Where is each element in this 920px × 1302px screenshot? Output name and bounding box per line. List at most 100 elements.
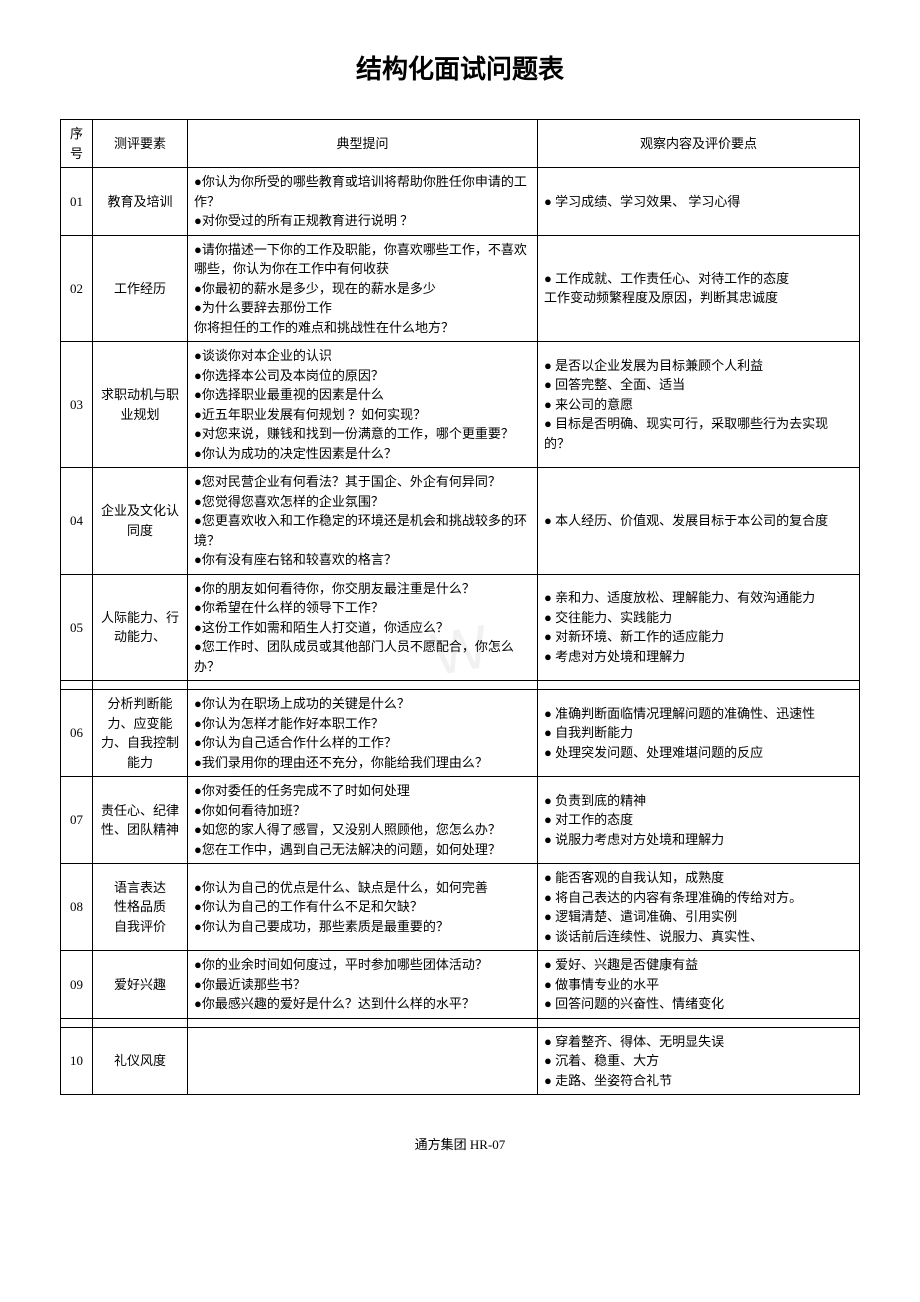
line-item: ●你最感兴趣的爱好是什么？达到什么样的水平？: [194, 994, 531, 1014]
seq-cell: 08: [61, 864, 93, 951]
seq-cell: 05: [61, 574, 93, 681]
line-item: ● 考虑对方处境和理解力: [544, 647, 853, 667]
line-item: ● 对新环境、新工作的适应能力: [544, 627, 853, 647]
eval-cell: ● 能否客观的自我认知，成熟度● 将自己表达的内容有条理准确的传给对方。● 逻辑…: [538, 864, 860, 951]
element-cell: 人际能力、行动能力、: [93, 574, 188, 681]
question-cell: ●你的朋友如何看待你，你交朋友最注重是什么？●你希望在什么样的领导下工作？●这份…: [188, 574, 538, 681]
line-item: ● 准确判断面临情况理解问题的准确性、迅速性: [544, 704, 853, 724]
question-cell: ●请你描述一下你的工作及职能，你喜欢哪些工作，不喜欢哪些，你认为你在工作中有何收…: [188, 235, 538, 342]
line-item: ●你最近读那些书？: [194, 975, 531, 995]
line-item: ●您对民营企业有何看法？其于国企、外企有何异同？: [194, 472, 531, 492]
page-title: 结构化面试问题表: [60, 50, 860, 89]
eval-cell: ● 本人经历、价值观、发展目标于本公司的复合度: [538, 468, 860, 575]
line-item: ● 谈话前后连续性、说服力、真实性、: [544, 927, 853, 947]
element-cell: 企业及文化认同度: [93, 468, 188, 575]
line-item: ●请你描述一下你的工作及职能，你喜欢哪些工作，不喜欢哪些，你认为你在工作中有何收…: [194, 240, 531, 279]
line-item: ●您觉得您喜欢怎样的企业氛围？: [194, 492, 531, 512]
table-row: 05人际能力、行动能力、●你的朋友如何看待你，你交朋友最注重是什么？●你希望在什…: [61, 574, 860, 681]
spacer-row: [61, 1018, 860, 1027]
line-item: ●你最初的薪水是多少，现在的薪水是多少: [194, 279, 531, 299]
element-cell: 爱好兴趣: [93, 951, 188, 1019]
seq-cell: 02: [61, 235, 93, 342]
line-item: ●谈谈你对本企业的认识: [194, 346, 531, 366]
eval-cell: ● 是否以企业发展为目标兼顾个人利益● 回答完整、全面、适当● 来公司的意愿● …: [538, 342, 860, 468]
question-cell: [188, 1027, 538, 1095]
line-item: ● 自我判断能力: [544, 723, 853, 743]
table-row: 09爱好兴趣●你的业余时间如何度过，平时参加哪些团体活动？●你最近读那些书？●你…: [61, 951, 860, 1019]
line-item: ●你认为成功的决定性因素是什么？: [194, 444, 531, 464]
line-item: ● 回答问题的兴奋性、情绪变化: [544, 994, 853, 1014]
element-cell: 分析判断能力、应变能力、自我控制能力: [93, 690, 188, 777]
table-row: 04企业及文化认同度 ●您对民营企业有何看法？其于国企、外企有何异同？●您觉得您喜…: [61, 468, 860, 575]
seq-cell: 01: [61, 168, 93, 236]
line-item: ●我们录用你的理由还不充分，你能给我们理由么？: [194, 753, 531, 773]
line-item: ● 是否以企业发展为目标兼顾个人利益: [544, 356, 853, 376]
line-item: ●这份工作如需和陌生人打交道，你适应么？: [194, 618, 531, 638]
line-item: ● 交往能力、实践能力: [544, 608, 853, 628]
question-cell: ●你认为你所受的哪些教育或培训将帮助你胜任你申请的工作？●对你受过的所有正规教育…: [188, 168, 538, 236]
line-item: ●为什么要辞去那份工作: [194, 298, 531, 318]
line-item: ● 将自己表达的内容有条理准确的传给对方。: [544, 888, 853, 908]
eval-cell: ● 爱好、兴趣是否健康有益● 做事情专业的水平● 回答问题的兴奋性、情绪变化: [538, 951, 860, 1019]
line-item: ● 负责到底的精神: [544, 791, 853, 811]
line-item: ●对您来说，赚钱和找到一份满意的工作，哪个更重要？: [194, 424, 531, 444]
line-item: ●你认为怎样才能作好本职工作？: [194, 714, 531, 734]
line-item: ● 穿着整齐、得体、无明显失误: [544, 1032, 853, 1052]
line-item: ●你认为自己适合作什么样的工作？: [194, 733, 531, 753]
line-item: ●你认为自己的工作有什么不足和欠缺？: [194, 897, 531, 917]
seq-cell: 04: [61, 468, 93, 575]
line-item: ● 能否客观的自我认知，成熟度: [544, 868, 853, 888]
interview-table: 序号 测评要素 典型提问 观察内容及评价要点 01教育及培训●你认为你所受的哪些…: [60, 119, 860, 1095]
seq-cell: 10: [61, 1027, 93, 1095]
line-item: ● 学习成绩、学习效果、 学习心得: [544, 192, 853, 212]
line-item: ● 逻辑清楚、遣词准确、引用实例: [544, 907, 853, 927]
question-cell: ●你认为在职场上成功的关键是什么？●你认为怎样才能作好本职工作？●你认为自己适合…: [188, 690, 538, 777]
table-row: 01教育及培训●你认为你所受的哪些教育或培训将帮助你胜任你申请的工作？●对你受过…: [61, 168, 860, 236]
question-cell: ●你认为自己的优点是什么、缺点是什么，如何完善●你认为自己的工作有什么不足和欠缺…: [188, 864, 538, 951]
eval-cell: ● 学习成绩、学习效果、 学习心得: [538, 168, 860, 236]
element-cell: 礼仪风度: [93, 1027, 188, 1095]
element-cell: 教育及培训: [93, 168, 188, 236]
line-item: ● 爱好、兴趣是否健康有益: [544, 955, 853, 975]
line-item: ● 回答完整、全面、适当: [544, 375, 853, 395]
eval-cell: ● 准确判断面临情况理解问题的准确性、迅速性● 自我判断能力● 处理突发问题、处…: [538, 690, 860, 777]
line-item: ● 处理突发问题、处理难堪问题的反应: [544, 743, 853, 763]
line-item: ●你对委任的任务完成不了时如何处理: [194, 781, 531, 801]
table-row: 03求职动机与职业规划●谈谈你对本企业的认识●你选择本公司及本岗位的原因？●你选…: [61, 342, 860, 468]
line-item: ● 做事情专业的水平: [544, 975, 853, 995]
table-row: 02工作经历●请你描述一下你的工作及职能，你喜欢哪些工作，不喜欢哪些，你认为你在…: [61, 235, 860, 342]
line-item: ●您工作时、团队成员或其他部门人员不愿配合，你怎么办？: [194, 637, 531, 676]
header-row: 序号 测评要素 典型提问 观察内容及评价要点: [61, 120, 860, 168]
question-cell: ●谈谈你对本企业的认识●你选择本公司及本岗位的原因？●你选择职业最重视的因素是什…: [188, 342, 538, 468]
eval-cell: ● 工作成就、工作责任心、对待工作的态度工作变动频繁程度及原因，判断其忠诚度: [538, 235, 860, 342]
line-item: ●你选择本公司及本岗位的原因？: [194, 366, 531, 386]
line-item: ●你认为自己要成功，那些素质是最重要的？: [194, 917, 531, 937]
header-seq: 序号: [61, 120, 93, 168]
eval-cell: ● 负责到底的精神● 对工作的态度● 说服力考虑对方处境和理解力: [538, 777, 860, 864]
line-item: ● 对工作的态度: [544, 810, 853, 830]
header-eval: 观察内容及评价要点: [538, 120, 860, 168]
line-item: ●你认为你所受的哪些教育或培训将帮助你胜任你申请的工作？: [194, 172, 531, 211]
eval-cell: ● 亲和力、适度放松、理解能力、有效沟通能力● 交往能力、实践能力● 对新环境、…: [538, 574, 860, 681]
line-item: ● 工作成就、工作责任心、对待工作的态度: [544, 269, 853, 289]
line-item: ● 来公司的意愿: [544, 395, 853, 415]
line-item: ●您更喜欢收入和工作稳定的环境还是机会和挑战较多的环境？: [194, 511, 531, 550]
line-item: ● 说服力考虑对方处境和理解力: [544, 830, 853, 850]
element-cell: 求职动机与职业规划: [93, 342, 188, 468]
line-item: ●您在工作中，遇到自己无法解决的问题，如何处理？: [194, 840, 531, 860]
line-item: ●你希望在什么样的领导下工作？: [194, 598, 531, 618]
line-item: ●你选择职业最重视的因素是什么: [194, 385, 531, 405]
table-row: 10礼仪风度● 穿着整齐、得体、无明显失误● 沉着、稳重、大方● 走路、坐姿符合…: [61, 1027, 860, 1095]
element-cell: 工作经历: [93, 235, 188, 342]
line-item: ● 走路、坐姿符合礼节: [544, 1071, 853, 1091]
line-item: ●如您的家人得了感冒，又没别人照顾他，您怎么办？: [194, 820, 531, 840]
line-item: 你将担任的工作的难点和挑战性在什么地方？: [194, 318, 531, 338]
line-item: 工作变动频繁程度及原因，判断其忠诚度: [544, 288, 853, 308]
line-item: ● 目标是否明确、现实可行，采取哪些行为去实现的？: [544, 414, 853, 453]
question-cell: ●你的业余时间如何度过，平时参加哪些团体活动？●你最近读那些书？●你最感兴趣的爱…: [188, 951, 538, 1019]
element-cell: 语言表达性格品质自我评价: [93, 864, 188, 951]
line-item: ●你有没有座右铭和较喜欢的格言？: [194, 550, 531, 570]
table-row: 08语言表达性格品质自我评价●你认为自己的优点是什么、缺点是什么，如何完善●你认…: [61, 864, 860, 951]
seq-cell: 09: [61, 951, 93, 1019]
page-footer: 通方集团 HR-07: [60, 1135, 860, 1155]
